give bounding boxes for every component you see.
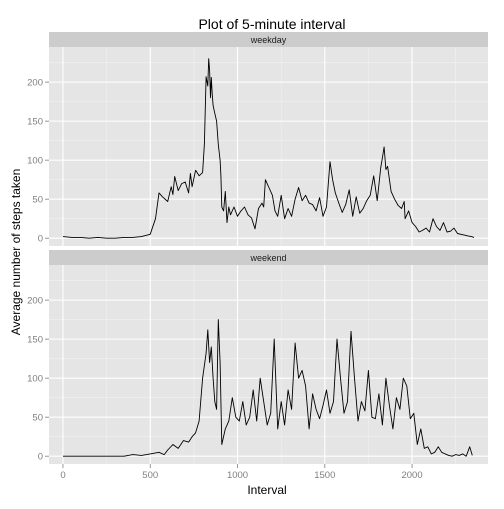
x-tick-label: 2000: [401, 470, 422, 481]
y-tick-label: 200: [27, 78, 43, 89]
y-tick-label: 200: [27, 296, 43, 307]
y-axis-label: Average number of steps taken: [9, 169, 23, 336]
x-tick-label: 500: [142, 470, 158, 481]
facet-strip-bg: [49, 250, 488, 265]
panel-background: [49, 265, 488, 464]
facet-strip-label: weekend: [249, 253, 286, 263]
y-tick-label: 100: [27, 374, 43, 385]
x-axis-label: Interval: [247, 483, 286, 497]
y-tick-label: 100: [27, 156, 43, 167]
y-tick-label: 150: [27, 335, 43, 346]
y-tick-label: 150: [27, 117, 43, 128]
series-line-weekday: [62, 58, 475, 239]
facet-strip-label: weekday: [250, 35, 287, 45]
x-tick-label: 1500: [314, 470, 335, 481]
panel-background: [49, 47, 488, 246]
x-tick-label: 1000: [227, 470, 248, 481]
x-tick-label: 0: [60, 470, 65, 481]
series-line-weekend: [63, 319, 473, 457]
facet-panels: weekday 0 50 100 150 200 weekend 0 50 100 150 200: [27, 32, 488, 464]
facet-panel-weekday: weekday 0 50 100 150 200: [27, 32, 488, 246]
y-tick-label: 50: [32, 413, 43, 424]
y-tick-label: 50: [32, 195, 43, 206]
y-tick-label: 0: [38, 234, 43, 245]
chart-title: Plot of 5-minute interval: [198, 16, 345, 32]
facet-panel-weekend: weekend 0 50 100 150 200: [27, 250, 488, 464]
y-tick-label: 0: [38, 452, 43, 463]
facet-strip-bg: [49, 32, 488, 47]
x-axis: 0 500 1000 1500 2000: [60, 464, 423, 481]
